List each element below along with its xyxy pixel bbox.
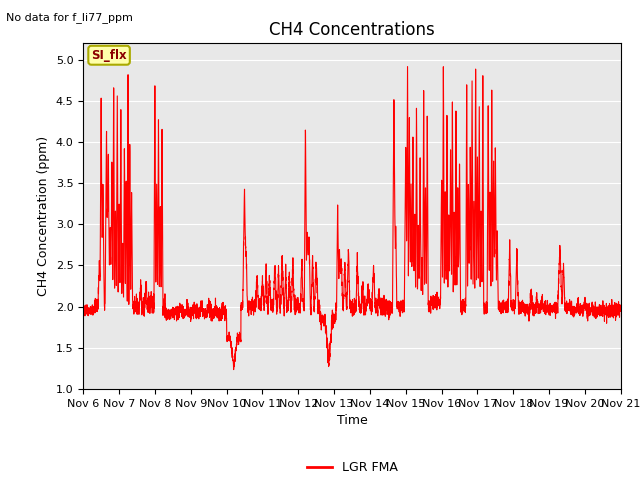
- Text: SI_flx: SI_flx: [92, 49, 127, 62]
- Legend: LGR FMA: LGR FMA: [301, 456, 403, 480]
- X-axis label: Time: Time: [337, 414, 367, 427]
- Title: CH4 Concentrations: CH4 Concentrations: [269, 21, 435, 39]
- Text: No data for f_li77_ppm: No data for f_li77_ppm: [6, 12, 133, 23]
- Y-axis label: CH4 Concentration (ppm): CH4 Concentration (ppm): [37, 136, 50, 296]
